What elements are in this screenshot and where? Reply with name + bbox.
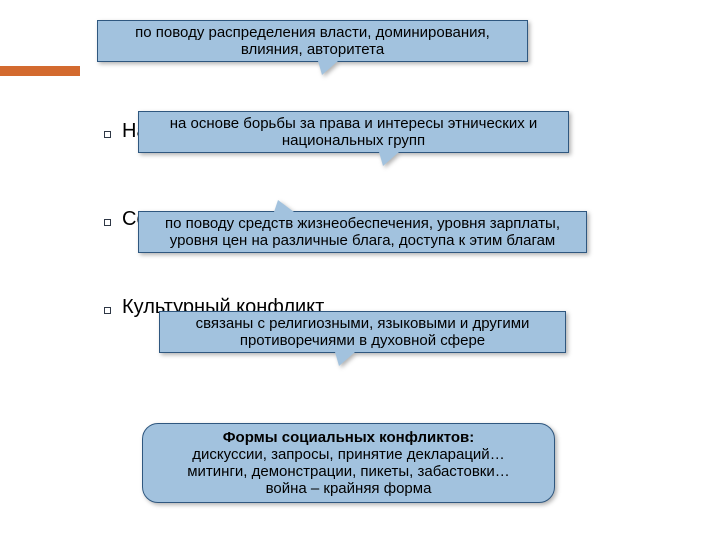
callout-tail	[318, 61, 338, 75]
summary-title: Формы социальных конфликтов:	[223, 429, 475, 446]
callout-line1: по поводу распределения власти, доминиро…	[135, 24, 490, 41]
callout-line2: национальных групп	[282, 132, 425, 149]
callout-line2: уровня цен на различные блага, доступа к…	[170, 232, 556, 249]
callout-line2: влияния, авторитета	[241, 41, 384, 58]
callout-line1: на основе борьбы за права и интересы этн…	[170, 115, 538, 132]
slide: П На Со Культурный конфликт по поводу ра…	[0, 0, 720, 540]
summary-line3: война – крайняя форма	[266, 480, 432, 497]
callout-political: по поводу распределения власти, доминиро…	[97, 20, 528, 62]
callout-national: на основе борьбы за права и интересы этн…	[138, 111, 569, 153]
callout-social-economic: по поводу средств жизнеобеспечения, уров…	[138, 211, 587, 253]
summary-line2: митинги, демонстрации, пикеты, забастовк…	[187, 463, 510, 480]
bullet-marker-3	[104, 219, 111, 226]
bullet-marker-4	[104, 307, 111, 314]
callout-tail	[379, 152, 399, 166]
callout-tail	[274, 200, 294, 212]
summary-line1: дискуссии, запросы, принятие деклараций…	[192, 446, 504, 463]
callout-line2: противоречиями в духовной сфере	[240, 332, 485, 349]
accent-bar	[0, 66, 80, 76]
callout-line1: связаны с религиозными, языковыми и друг…	[196, 315, 530, 332]
summary-box: Формы социальных конфликтов: дискуссии, …	[142, 423, 555, 503]
callout-tail	[335, 352, 355, 366]
bullet-marker-2	[104, 131, 111, 138]
callout-line1: по поводу средств жизнеобеспечения, уров…	[165, 215, 560, 232]
callout-cultural: связаны с религиозными, языковыми и друг…	[159, 311, 566, 353]
